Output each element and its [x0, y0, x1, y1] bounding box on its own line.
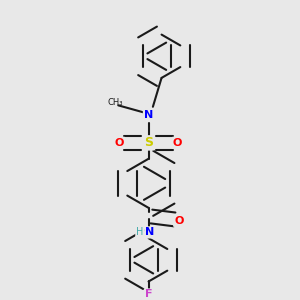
- Text: CH₃: CH₃: [108, 98, 123, 107]
- Text: O: O: [115, 138, 124, 148]
- Text: N: N: [144, 110, 153, 120]
- Text: N: N: [146, 227, 154, 237]
- Text: O: O: [174, 216, 184, 226]
- Text: F: F: [145, 290, 152, 299]
- Text: S: S: [144, 136, 153, 149]
- Text: H: H: [136, 227, 144, 237]
- Text: O: O: [173, 138, 182, 148]
